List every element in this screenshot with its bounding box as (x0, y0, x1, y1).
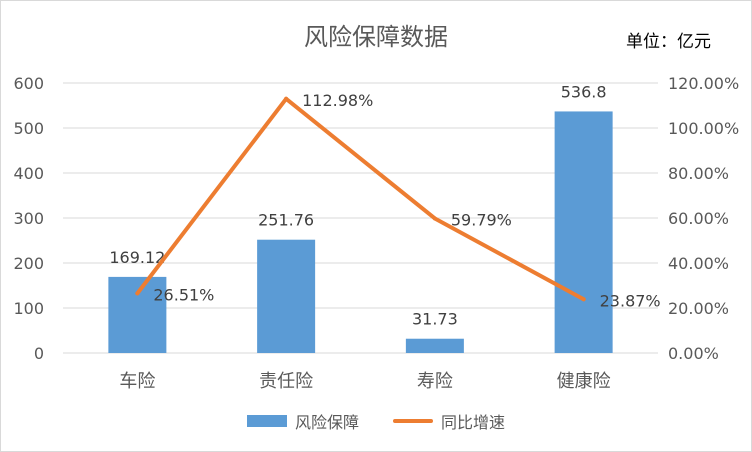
line-data-label: 23.87% (600, 291, 661, 310)
bar (405, 338, 464, 353)
chart-title: 风险保障数据 (304, 23, 448, 51)
y-right-tick-label: 40.00% (668, 254, 729, 273)
legend-item-bar: 风险保障 (246, 409, 359, 433)
x-tick-label: 寿险 (417, 371, 453, 392)
bar-data-label: 251.76 (258, 211, 314, 230)
bar-data-label: 536.8 (561, 82, 607, 101)
bar (108, 276, 167, 353)
legend-label-line: 同比增速 (441, 413, 506, 432)
legend-item-line: 同比增速 (393, 409, 505, 433)
bar-data-label: 169.12 (109, 248, 165, 267)
legend-label-bar: 风险保障 (294, 413, 359, 432)
y-right-tick-label: 0.00% (668, 344, 719, 363)
y-left-tick-label: 500 (13, 119, 44, 138)
y-right-tick-label: 20.00% (668, 299, 729, 318)
bar (554, 111, 613, 353)
line-data-label: 112.98% (302, 91, 373, 110)
legend: 风险保障 同比增速 (1, 409, 751, 433)
y-left-tick-label: 100 (13, 299, 44, 318)
y-left-tick-label: 300 (13, 209, 44, 228)
y-right-tick-label: 120.00% (668, 74, 739, 93)
y-left-tick-label: 0 (34, 344, 44, 363)
line-data-label: 26.51% (153, 285, 214, 304)
bar-data-label: 31.73 (412, 310, 458, 329)
legend-swatch-line (393, 419, 433, 423)
y-right-tick-label: 80.00% (668, 164, 729, 183)
legend-swatch-bar (246, 415, 287, 427)
y-right-tick-label: 60.00% (668, 209, 729, 228)
line-data-label: 59.79% (451, 210, 512, 229)
unit-label: 单位：亿元 (626, 32, 711, 52)
x-tick-label: 车险 (119, 371, 155, 392)
y-left-tick-label: 400 (13, 164, 44, 183)
x-tick-label: 责任险 (259, 371, 313, 392)
line-point (581, 297, 586, 302)
y-left-tick-label: 600 (13, 74, 44, 93)
line-point (135, 291, 140, 296)
line-point (432, 216, 437, 221)
line-point (284, 96, 289, 101)
y-left-tick-label: 200 (13, 254, 44, 273)
bar (257, 239, 316, 353)
x-tick-label: 健康险 (557, 371, 611, 392)
y-right-tick-label: 100.00% (668, 119, 739, 138)
line-series (135, 96, 586, 302)
